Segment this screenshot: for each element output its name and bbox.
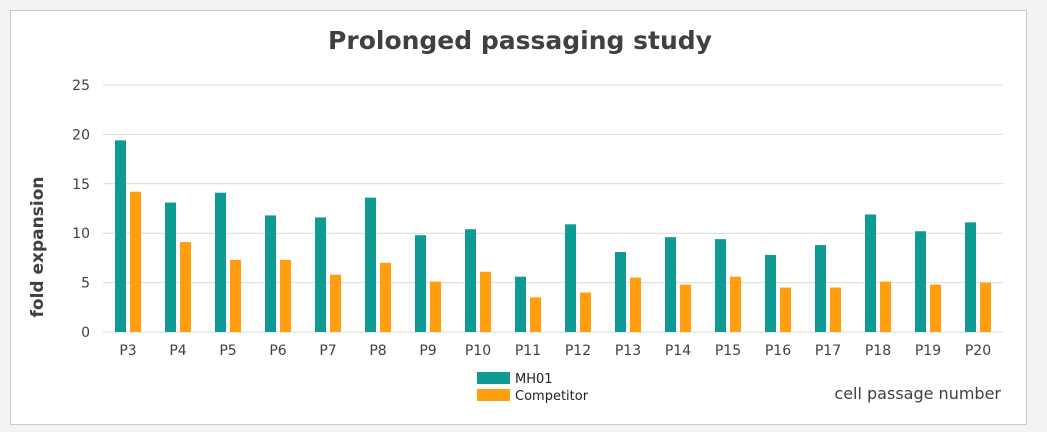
bar-mh01-p3 [115,140,126,332]
bar-competitor-p12 [580,292,591,332]
bar-mh01-p4 [165,202,176,332]
bar-competitor-p4 [180,242,191,332]
bar-mh01-p17 [815,245,826,332]
y-tick-label-5: 5 [81,276,90,292]
bar-mh01-p16 [765,254,776,332]
bar-mh01-p5 [215,192,226,332]
bar-mh01-p14 [665,237,676,332]
bar-competitor-p17 [830,287,841,332]
bar-mh01-p9 [415,235,426,332]
bar-mh01-p7 [315,217,326,332]
bar-competitor-p13 [630,277,641,332]
x-tick-label-p20: P20 [965,343,991,359]
chart-title: Prolonged passaging study [328,26,712,55]
y-tick-label-15: 15 [72,177,90,193]
bar-competitor-p11 [530,297,541,332]
x-tick-label-p15: P15 [715,343,741,359]
x-tick-label-p5: P5 [219,343,236,359]
x-tick-label-p14: P14 [665,343,691,359]
bar-mh01-p11 [515,276,526,332]
x-tick-label-p8: P8 [369,343,386,359]
y-tick-labels: 0 5 10 15 20 25 [72,78,90,341]
legend: MH01 Competitor [477,372,589,404]
bar-competitor-p10 [480,271,491,332]
y-axis-title: fold expansion [28,177,48,318]
bar-competitor-p19 [930,284,941,332]
bar-competitor-p7 [330,274,341,332]
bar-mh01-p12 [565,224,576,332]
y-tick-label-25: 25 [72,78,90,94]
x-tick-label-p12: P12 [565,343,591,359]
bar-competitor-p3 [130,191,141,332]
x-tick-label-p6: P6 [269,343,286,359]
bar-competitor-p8 [380,262,391,332]
bar-competitor-p14 [680,284,691,332]
bar-mh01-p20 [965,222,976,332]
bar-competitor-p16 [780,287,791,332]
bar-competitor-p18 [880,281,891,332]
x-tick-label-p19: P19 [915,343,941,359]
x-tick-label-p11: P11 [515,343,541,359]
legend-swatch-mh01 [477,372,510,384]
y-tick-label-20: 20 [72,127,90,143]
bar-competitor-p20 [980,282,991,332]
legend-swatch-competitor [477,389,510,401]
bar-competitor-p9 [430,281,441,332]
y-tick-label-0: 0 [81,325,90,341]
bar-mh01-p19 [915,231,926,332]
bar-chart: Prolonged passaging study fold expansion… [28,26,1003,404]
x-tick-label-p3: P3 [119,343,136,359]
x-tick-label-p4: P4 [169,343,186,359]
x-tick-label-p18: P18 [865,343,891,359]
bar-mh01-p6 [265,215,276,332]
x-tick-label-p13: P13 [615,343,641,359]
bar-mh01-p10 [465,229,476,332]
x-tick-label-p16: P16 [765,343,791,359]
bar-competitor-p6 [280,259,291,332]
bar-competitor-p5 [230,259,241,332]
x-axis-title: cell passage number [834,384,1001,403]
legend-label-competitor: Competitor [515,389,589,404]
bar-mh01-p15 [715,239,726,332]
bar-mh01-p8 [365,197,376,332]
x-tick-label-p9: P9 [419,343,436,359]
gridlines [103,84,1003,333]
y-tick-label-10: 10 [72,226,90,242]
x-tick-label-p17: P17 [815,343,841,359]
x-tick-label-p10: P10 [465,343,491,359]
bar-mh01-p13 [615,251,626,332]
bar-competitor-p15 [730,276,741,332]
x-tick-labels: P3 P4 P5 P6 P7 P8 P9 P10 P11 P12 P13 P14 P15 P16 P17 P1… [119,343,991,359]
bar-mh01-p18 [865,214,876,332]
chart-frame: Prolonged passaging study fold expansion… [10,10,1027,425]
bars [115,140,991,332]
legend-label-mh01: MH01 [515,372,553,387]
x-tick-label-p7: P7 [319,343,336,359]
